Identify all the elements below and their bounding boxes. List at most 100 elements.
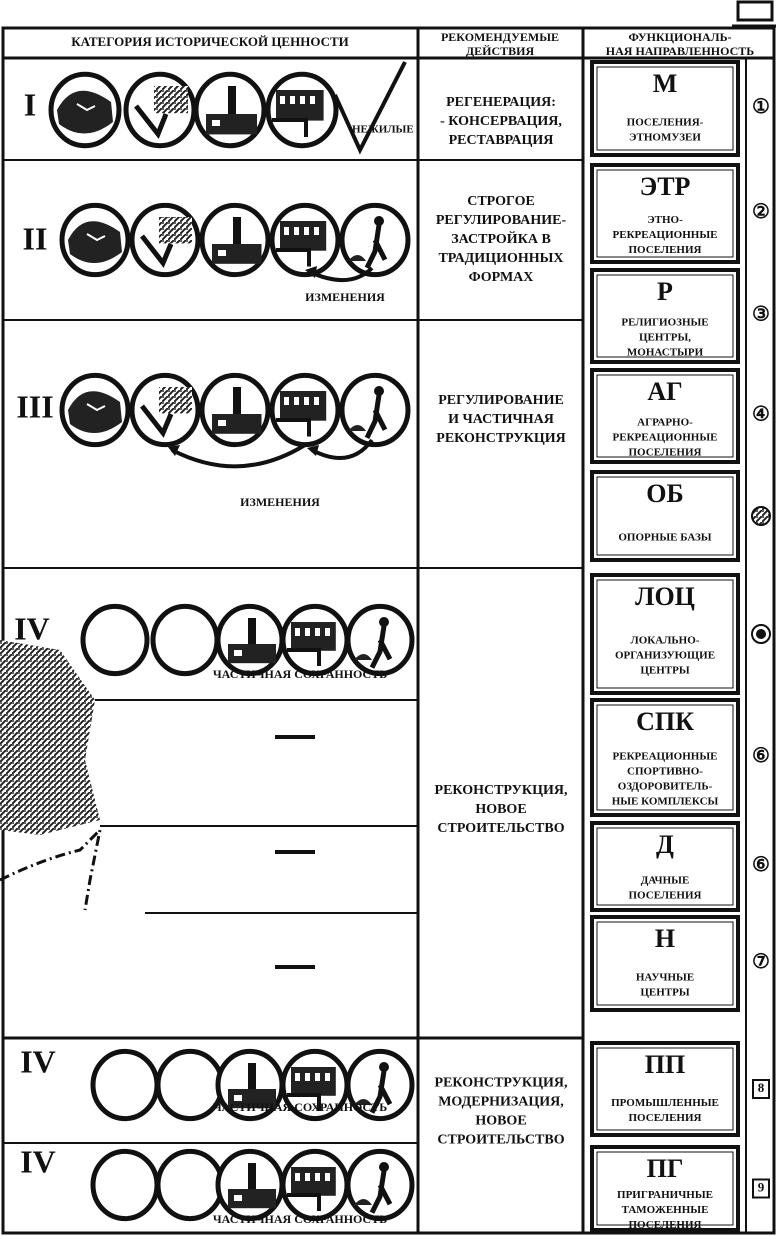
icon-shape [280, 391, 327, 421]
function-text: МОНАСТЫРИ [627, 347, 704, 359]
map-fragment [0, 640, 103, 911]
function-box-inner [596, 1151, 734, 1226]
function-text: РЕЛИГИОЗНЫЕ [621, 317, 708, 329]
function-text: ЛОКАЛЬНО- [631, 635, 700, 647]
icon-shape [218, 250, 226, 256]
function-code: СПК [636, 707, 694, 736]
icon-land [59, 372, 131, 448]
icon-circle [80, 603, 150, 677]
icon-shape [134, 104, 169, 139]
icon-shape [233, 387, 241, 428]
icon-shape [76, 103, 96, 112]
icon-tree [123, 71, 197, 149]
icon-shape [212, 244, 262, 264]
icon-house [265, 71, 339, 149]
icon-shape [86, 233, 106, 242]
header-functions: НАЯ НАПРАВЛЕННОСТЬ [606, 44, 754, 58]
function-text: ОРГАНИЗУЮЩИЕ [615, 650, 715, 662]
function-text: ЦЕНТРЫ [640, 987, 690, 999]
icon-shape [369, 1170, 393, 1214]
icon-shape [305, 628, 310, 636]
function-code: ПП [645, 1050, 685, 1079]
function-text: АГРАРНО- [637, 417, 693, 429]
icon-shape [68, 391, 122, 434]
function-text: ТАМОЖЕННЫЕ [622, 1204, 709, 1216]
icon-shape [272, 118, 308, 137]
function-text: ПРОМЫШЛЕННЫЕ [611, 1097, 719, 1109]
category-numeral: IV [14, 610, 50, 646]
icon-person [345, 1148, 415, 1222]
marker-symbol [751, 506, 771, 526]
function-box-inner [596, 476, 734, 556]
icon-shape [354, 1199, 372, 1205]
icon-shape [228, 86, 236, 128]
icon-shape [305, 1173, 310, 1181]
category-note: ЧАСТИЧНАЯ СОХРАННОСТЬ [213, 1100, 387, 1114]
function-marker: ⑥ [752, 745, 770, 767]
icon-shape [234, 650, 242, 656]
function-box-inner [596, 274, 734, 358]
category-note: ИЗМЕНЕНИЯ [305, 290, 385, 304]
function-marker: ③ [752, 304, 770, 326]
function-text: СПОРТИВНО- [627, 766, 703, 778]
action-text: РЕГУЛИРОВАНИЕ [438, 393, 564, 408]
function-code: ЭТР [640, 172, 691, 201]
function-code: ОБ [646, 479, 683, 508]
function-box [590, 1041, 740, 1137]
icon-shape [276, 248, 311, 267]
function-marker: ⑦ [752, 951, 770, 973]
function-text: ЭТНО- [647, 214, 683, 226]
function-code: ПГ [647, 1154, 684, 1183]
function-box [590, 573, 740, 695]
icon-shape [379, 1162, 389, 1172]
arrow [311, 438, 374, 460]
icon-factory [215, 1048, 285, 1122]
icon-shape [68, 221, 122, 264]
function-box-inner [596, 1047, 734, 1131]
icon-shape [290, 96, 295, 104]
action-text: НОВОЕ [475, 1114, 526, 1129]
icon-shape [140, 234, 174, 268]
icon-shape [304, 397, 309, 405]
icon-shape [159, 217, 192, 244]
icon-circle [90, 1148, 160, 1222]
action-text: РЕКОНСТРУКЦИЯ, [435, 1076, 568, 1091]
function-text: ПОСЕЛЕНИЯ [629, 244, 702, 256]
arrow [309, 266, 374, 283]
icon-person [339, 202, 411, 278]
icon-shape [374, 386, 384, 396]
function-code: АГ [647, 377, 682, 406]
icon-shape [295, 1073, 300, 1081]
icon-shape [212, 120, 220, 126]
action-text: РЕСТАВРАЦИЯ [449, 133, 554, 148]
function-box-inner [596, 66, 734, 151]
function-box [590, 1145, 740, 1232]
function-box-inner [596, 704, 734, 811]
icon-shape [348, 425, 366, 431]
function-text: ПОСЕЛЕНИЯ [629, 1112, 702, 1124]
function-box [590, 698, 740, 817]
category-note: ИЗМЕНЕНИЯ [240, 495, 320, 509]
icon-shape [154, 86, 188, 114]
function-text: НАУЧНЫЕ [636, 972, 694, 984]
icon-shape [284, 227, 289, 235]
function-marker: ① [752, 96, 770, 118]
icon-shape [159, 387, 192, 414]
icon-shape [379, 617, 389, 627]
icon-shape [291, 622, 336, 651]
icon-house [269, 202, 341, 278]
action-text: ЗАСТРОЙКА В [451, 230, 551, 247]
arrowhead [307, 445, 319, 456]
icon-factory [215, 603, 285, 677]
icon-shape [228, 1189, 276, 1209]
function-code: Д [656, 830, 674, 859]
function-box [590, 163, 740, 264]
icon-shape [315, 1173, 320, 1181]
header-actions: ДЕЙСТВИЯ [466, 44, 535, 58]
arrow [171, 443, 307, 469]
icon-shape [325, 1073, 330, 1081]
icon-shape [287, 648, 321, 666]
icon-empty [150, 603, 220, 677]
table-frame [1, 26, 776, 1235]
icon-shape [379, 1062, 389, 1072]
